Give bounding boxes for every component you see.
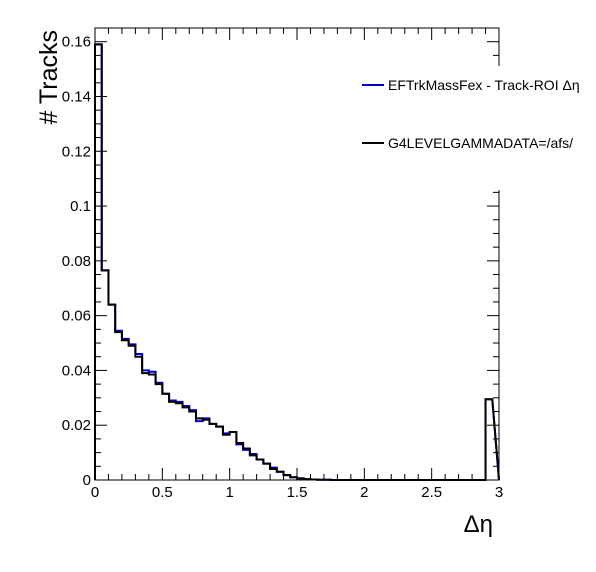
x-tick-label: 0	[91, 484, 99, 501]
y-tick-label: 0.12	[62, 143, 91, 160]
histogram-series-2	[94, 43, 500, 481]
y-tick-label: 0.16	[62, 34, 91, 51]
y-tick-labels: 0 0.02 0.04 0.06 0.08 0.1 0.12 0.14 0.16	[62, 34, 91, 489]
x-tick-label: 1	[225, 484, 233, 501]
y-tick-label: 0.04	[62, 362, 91, 379]
y-tick-label: 0.08	[62, 253, 91, 270]
y-tick-label: 0.02	[62, 417, 91, 434]
x-tick-label: 0.5	[152, 484, 173, 501]
x-tick-label: 2	[360, 484, 368, 501]
y-tick-label: 0.14	[62, 88, 91, 105]
x-tick-label: 3	[495, 484, 503, 501]
x-axis-title: Δη	[464, 511, 493, 538]
legend-box	[358, 66, 596, 190]
legend-label-series-1: EFTrkMassFex - Track-ROI Δη	[388, 77, 580, 93]
legend: EFTrkMassFex - Track-ROI Δη G4LEVELGAMMA…	[358, 66, 596, 190]
histogram-series	[94, 43, 500, 481]
x-tick-label: 1.5	[287, 484, 308, 501]
y-tick-label: 0	[83, 472, 91, 489]
y-tick-label: 0.06	[62, 308, 91, 325]
x-tick-label: 2.5	[421, 484, 442, 501]
y-axis-title: # Tracks	[35, 30, 63, 124]
legend-label-series-2: G4LEVELGAMMADATA=/afs/	[388, 135, 573, 151]
x-tick-labels: 0 0.5 1 1.5 2 2.5 3	[91, 484, 503, 501]
y-tick-label: 0.1	[70, 198, 91, 215]
